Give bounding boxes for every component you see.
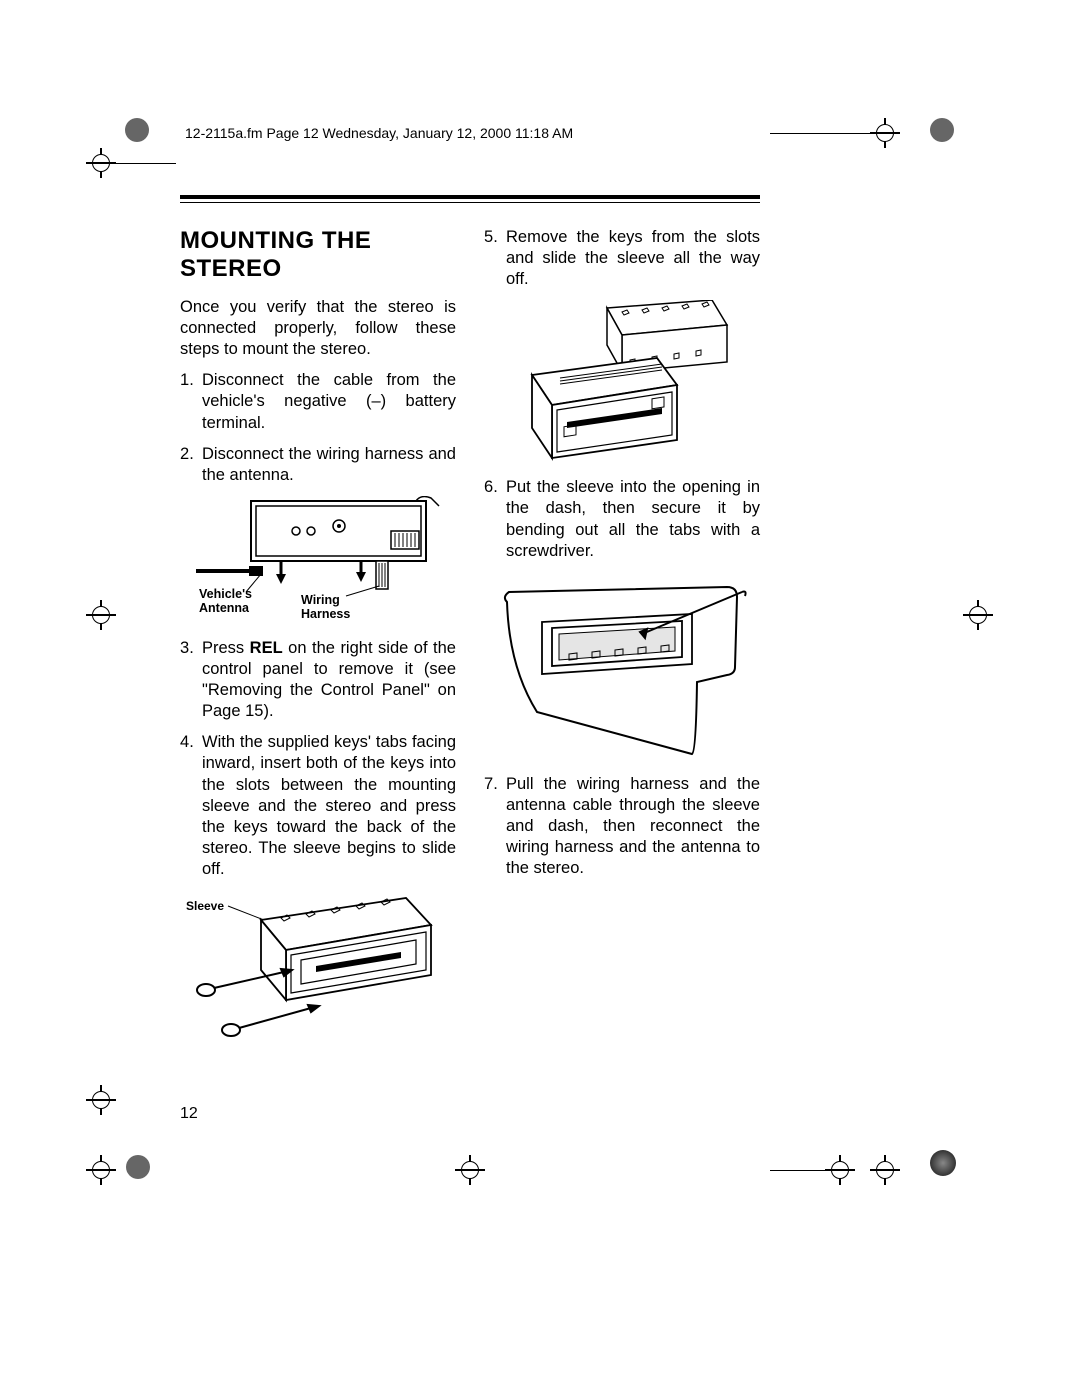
crop-hline-tl [116,163,176,164]
steps-7: Pull the wiring harness and the antenna … [484,774,760,880]
steps-3-4: Press REL on the right side of the contr… [180,638,456,880]
right-column: Remove the keys from the slots and slide… [484,227,760,1062]
svg-text:Sleeve: Sleeve [186,899,224,913]
crop-mark-ball-br [930,1150,956,1176]
step-3: Press REL on the right side of the contr… [180,638,456,722]
figure-dash [484,572,760,762]
step-2: Disconnect the wiring harness and the an… [180,444,456,486]
step-3-pre: Press [202,639,250,657]
crop-mark-ball-tl [125,118,149,142]
svg-text:Harness: Harness [301,607,350,621]
section-rule [180,195,760,203]
crop-mark-ball-tr [930,118,954,142]
left-column: MOUNTING THE STEREO Once you verify that… [180,227,456,1062]
intro-paragraph: Once you verify that the stereo is conne… [180,297,456,360]
step-3-bold: REL [250,639,283,657]
step-4: With the supplied keys' tabs facing inwa… [180,732,456,880]
step-5: Remove the keys from the slots and slide… [484,227,760,290]
svg-text:Antenna: Antenna [199,601,250,615]
step-1: Disconnect the cable from the vehicle's … [180,370,456,433]
steps-6: Put the sleeve into the opening in the d… [484,477,760,561]
page-header: 12-2115a.fm Page 12 Wednesday, January 1… [185,125,573,141]
figure-sleeve-keys: Sleeve [180,890,456,1050]
svg-text:Wiring: Wiring [301,593,340,607]
section-title: MOUNTING THE STEREO [180,227,456,283]
step-7: Pull the wiring harness and the antenna … [484,774,760,880]
figure-wiring: Vehicle's Antenna Wiring Harness [180,496,456,626]
step-6: Put the sleeve into the opening in the d… [484,477,760,561]
svg-text:Vehicle's: Vehicle's [199,587,252,601]
figure-sleeve-off [484,300,760,465]
steps-5: Remove the keys from the slots and slide… [484,227,760,290]
page-content: MOUNTING THE STEREO Once you verify that… [180,195,760,1062]
page-number: 12 [180,1105,198,1123]
crop-mark-ball-bl [126,1155,150,1179]
steps-1-2: Disconnect the cable from the vehicle's … [180,370,456,486]
